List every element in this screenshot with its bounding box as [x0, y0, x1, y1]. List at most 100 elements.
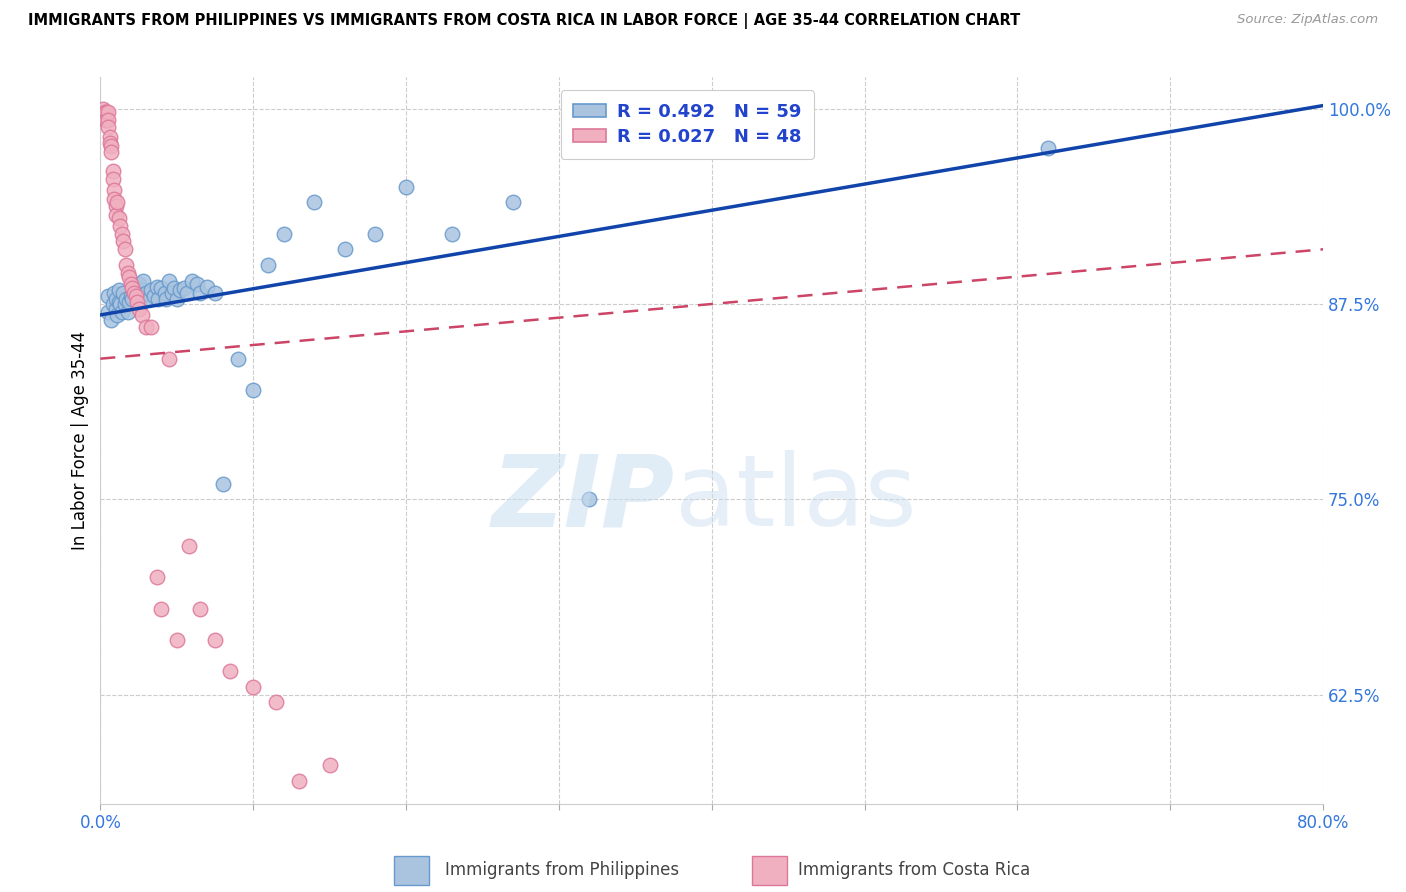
Point: [150, 281, 173, 295]
Point: [157, 274, 180, 288]
Point: [114, 297, 136, 311]
Point: [188, 286, 211, 301]
Point: [288, 773, 311, 788]
Point: [395, 179, 418, 194]
Point: [110, 219, 132, 233]
Point: [112, 235, 135, 249]
Point: [1036, 141, 1059, 155]
Point: [121, 281, 143, 295]
Point: [105, 308, 128, 322]
Point: [146, 570, 169, 584]
Point: [100, 139, 122, 153]
Point: [115, 258, 138, 272]
Point: [195, 280, 218, 294]
Point: [125, 295, 148, 310]
Point: [115, 293, 138, 307]
Point: [135, 320, 157, 334]
Point: [94, 112, 117, 127]
Point: [318, 758, 340, 772]
Point: [120, 289, 142, 303]
Point: [135, 286, 157, 301]
Legend: R = 0.492   N = 59, R = 0.027   N = 48: R = 0.492 N = 59, R = 0.027 N = 48: [561, 90, 814, 159]
Point: [97, 305, 120, 319]
Point: [142, 289, 165, 303]
Point: [104, 293, 127, 307]
Point: [128, 277, 150, 291]
Point: [97, 112, 120, 127]
Point: [103, 183, 125, 197]
Point: [124, 286, 146, 301]
Point: [104, 198, 127, 212]
Point: [97, 120, 120, 135]
Point: [122, 283, 145, 297]
Point: [103, 286, 125, 301]
Y-axis label: In Labor Force | Age 35-44: In Labor Force | Age 35-44: [72, 331, 89, 550]
Point: [166, 293, 188, 307]
Point: [186, 277, 208, 291]
Point: [148, 293, 170, 307]
Point: [120, 277, 142, 291]
Point: [153, 286, 176, 301]
Point: [257, 258, 280, 272]
Point: [107, 295, 129, 310]
Point: [242, 680, 264, 694]
Point: [121, 293, 143, 307]
Point: [97, 289, 120, 303]
Point: [138, 293, 160, 307]
Point: [101, 164, 124, 178]
Point: [104, 208, 127, 222]
Point: [111, 305, 134, 319]
Point: [117, 266, 139, 280]
Point: [98, 136, 121, 150]
Point: [169, 283, 191, 297]
Point: [97, 104, 120, 119]
Point: [177, 539, 200, 553]
Point: [128, 301, 150, 316]
Point: [132, 274, 155, 288]
Point: [211, 476, 233, 491]
Point: [105, 195, 128, 210]
Point: [94, 104, 117, 119]
Point: [104, 301, 127, 316]
Point: [273, 227, 295, 241]
Point: [304, 195, 326, 210]
Point: [124, 289, 146, 303]
Point: [96, 104, 118, 119]
Point: [107, 211, 129, 225]
Point: [111, 227, 134, 241]
Point: [101, 172, 124, 186]
Point: [226, 351, 249, 366]
Point: [188, 601, 211, 615]
Point: [181, 274, 204, 288]
Point: [107, 283, 129, 297]
Point: [502, 195, 524, 210]
Point: [101, 297, 124, 311]
Point: [440, 227, 463, 241]
Point: [98, 129, 121, 144]
Point: [139, 283, 162, 297]
Point: [155, 293, 177, 307]
Point: [131, 308, 153, 322]
Text: Immigrants from Costa Rica: Immigrants from Costa Rica: [797, 861, 1031, 879]
Point: [96, 112, 118, 127]
Point: [110, 297, 132, 311]
Text: Source: ZipAtlas.com: Source: ZipAtlas.com: [1237, 13, 1378, 27]
Point: [578, 492, 600, 507]
Text: atlas: atlas: [675, 450, 917, 548]
Point: [93, 102, 115, 116]
Point: [160, 286, 183, 301]
Point: [100, 145, 122, 160]
Point: [114, 242, 136, 256]
Point: [173, 281, 195, 295]
Point: [157, 351, 180, 366]
Point: [122, 286, 145, 301]
Point: [103, 192, 125, 206]
Point: [176, 286, 198, 301]
Point: [364, 227, 387, 241]
Point: [333, 242, 356, 256]
Point: [112, 286, 135, 301]
Text: ZIP: ZIP: [492, 450, 675, 548]
Point: [166, 632, 188, 647]
Point: [219, 664, 242, 678]
Point: [117, 305, 139, 319]
